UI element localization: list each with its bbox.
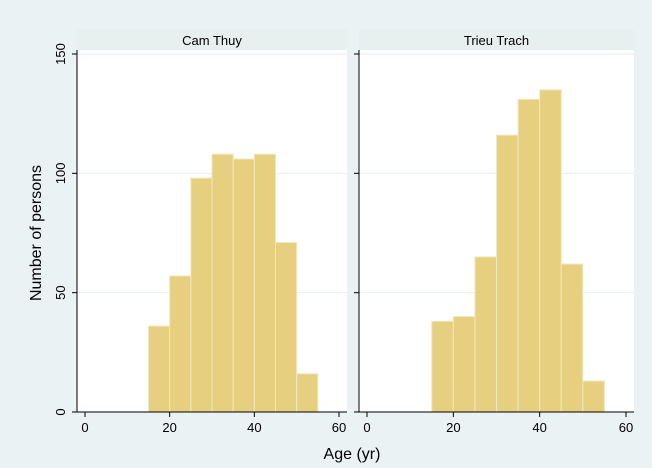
x-tick-label: 40 [247, 420, 261, 435]
panels: Cam Thuy 0 50 100 150 0 20 40 60 Trieu Trach 0 20 40… [53, 30, 634, 435]
x-tick-label: 60 [332, 420, 346, 435]
x-tick-label: 40 [532, 420, 546, 435]
panel-strip [77, 30, 347, 50]
histogram-bar [517, 98, 541, 413]
histogram-bar [296, 373, 319, 413]
histogram-bar [169, 275, 192, 413]
x-tick-label: 60 [619, 420, 633, 435]
y-tick-label: 0 [53, 408, 68, 415]
histogram-bar [496, 134, 519, 413]
histogram-bar [452, 316, 476, 413]
y-axis-label: Number of persons [28, 165, 45, 301]
histogram-bar [232, 158, 255, 413]
y-tick-label: 50 [53, 285, 68, 299]
x-axis-label: Age (yr) [324, 446, 381, 463]
x-tick-label: 20 [162, 420, 176, 435]
panel-title: Cam Thuy [182, 33, 242, 48]
panel-strip [359, 30, 634, 50]
y-tick-label: 100 [53, 162, 68, 184]
histogram-bar [560, 263, 584, 413]
histogram-bar [211, 153, 234, 413]
x-tick-label: 0 [363, 420, 370, 435]
histogram-bar [474, 256, 497, 413]
x-tick-label: 20 [446, 420, 460, 435]
histogram-bar [275, 242, 298, 413]
panel-2: Trieu Trach 0 20 40 60 [354, 30, 634, 435]
histogram-bar [539, 89, 562, 413]
x-tick-label: 0 [81, 420, 88, 435]
panel-title: Trieu Trach [464, 33, 529, 48]
histogram-bar [431, 320, 454, 413]
panel-1: Cam Thuy 0 50 100 150 0 20 40 60 [53, 30, 347, 435]
histogram-bar [582, 380, 605, 413]
histogram-bar [148, 325, 171, 413]
y-tick-label: 150 [53, 43, 68, 65]
histogram-bar [190, 177, 213, 413]
histogram-bar [253, 153, 276, 413]
